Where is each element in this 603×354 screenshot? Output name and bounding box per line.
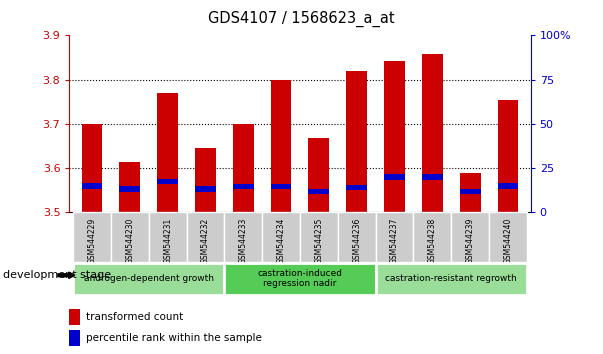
Text: GSM544236: GSM544236: [352, 217, 361, 264]
Text: castration-resistant regrowth: castration-resistant regrowth: [385, 274, 517, 283]
Bar: [384, 61, 405, 212]
Bar: [149, 212, 186, 262]
Text: GSM544234: GSM544234: [277, 217, 286, 264]
Text: GSM544235: GSM544235: [314, 217, 323, 264]
Text: GSM544233: GSM544233: [239, 217, 248, 264]
Bar: [224, 263, 376, 295]
Bar: [69, 309, 80, 325]
Bar: [271, 184, 291, 189]
Text: GSM544231: GSM544231: [163, 217, 172, 264]
Text: GSM544229: GSM544229: [87, 217, 96, 264]
Bar: [73, 263, 224, 295]
Bar: [376, 263, 527, 295]
Text: castration-induced
regression nadir: castration-induced regression nadir: [257, 269, 343, 289]
Bar: [384, 174, 405, 179]
Bar: [81, 124, 103, 212]
Bar: [186, 212, 224, 262]
Text: GSM544230: GSM544230: [125, 217, 134, 264]
Bar: [376, 212, 414, 262]
Bar: [459, 188, 481, 194]
Text: GSM544238: GSM544238: [428, 217, 437, 264]
Bar: [497, 183, 519, 188]
Text: percentile rank within the sample: percentile rank within the sample: [86, 333, 262, 343]
Bar: [422, 55, 443, 212]
Bar: [224, 212, 262, 262]
Bar: [338, 212, 376, 262]
Bar: [195, 186, 216, 192]
Text: GSM544232: GSM544232: [201, 217, 210, 264]
Bar: [422, 174, 443, 179]
Bar: [346, 71, 367, 212]
Bar: [262, 212, 300, 262]
Bar: [451, 212, 489, 262]
Bar: [233, 124, 254, 212]
Text: development stage: development stage: [3, 270, 111, 280]
Bar: [69, 330, 80, 346]
Bar: [459, 172, 481, 212]
Bar: [119, 186, 140, 192]
Text: androgen-dependent growth: androgen-dependent growth: [84, 274, 213, 283]
Bar: [157, 179, 178, 184]
Bar: [157, 93, 178, 212]
Text: GSM544237: GSM544237: [390, 217, 399, 264]
Bar: [119, 162, 140, 212]
Bar: [271, 80, 291, 212]
Text: GSM544239: GSM544239: [466, 217, 475, 264]
Bar: [81, 183, 103, 188]
Text: GSM544240: GSM544240: [504, 217, 513, 264]
Bar: [414, 212, 451, 262]
Bar: [489, 212, 527, 262]
Bar: [497, 101, 519, 212]
Bar: [195, 148, 216, 212]
Bar: [111, 212, 149, 262]
Bar: [309, 189, 329, 194]
Bar: [300, 212, 338, 262]
Bar: [73, 212, 111, 262]
Bar: [309, 138, 329, 212]
Bar: [233, 184, 254, 189]
Text: GDS4107 / 1568623_a_at: GDS4107 / 1568623_a_at: [208, 11, 395, 27]
Text: transformed count: transformed count: [86, 312, 183, 322]
Bar: [346, 184, 367, 190]
